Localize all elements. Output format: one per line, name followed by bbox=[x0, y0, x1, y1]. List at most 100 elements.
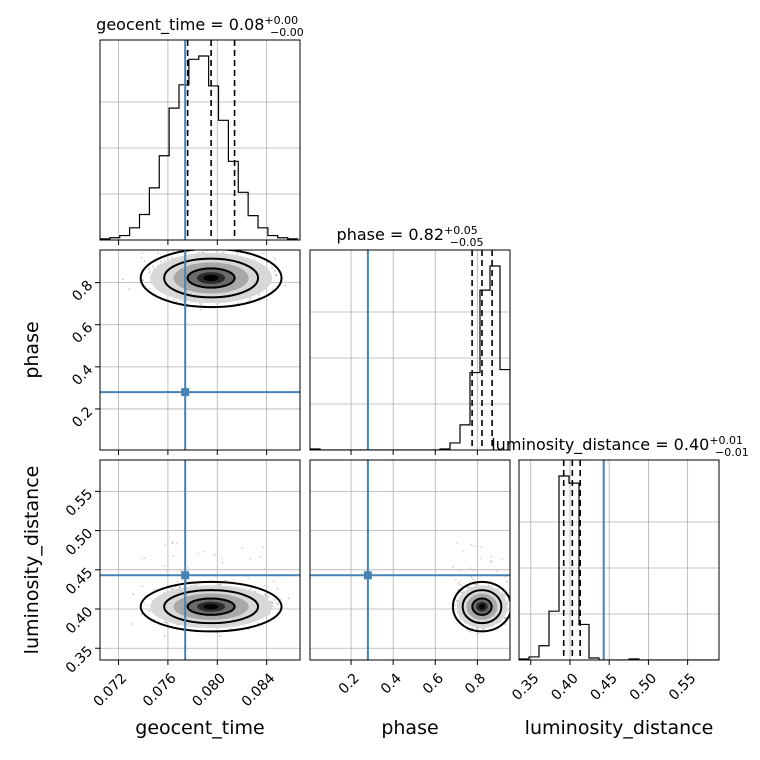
sample-point bbox=[466, 586, 469, 589]
panel-title-luminosity_distance: luminosity_distance = 0.40+0.01 −0.01 bbox=[491, 434, 749, 459]
contour-level-2 bbox=[139, 250, 283, 309]
density-frame-phase-luminosity_distance bbox=[309, 459, 511, 661]
sample-point bbox=[122, 278, 124, 281]
sample-point bbox=[263, 584, 266, 587]
y-tick-label-luminosity_distance-4: 0.55 bbox=[63, 486, 96, 519]
hist-bin-geocent_time-11 bbox=[209, 86, 219, 240]
sample-point-tail bbox=[456, 542, 459, 544]
hist-bin-geocent_time-3 bbox=[130, 228, 140, 240]
sample-point-tail bbox=[280, 598, 282, 601]
sample-point bbox=[500, 621, 502, 624]
sample-point-tail bbox=[501, 557, 504, 560]
sample-point bbox=[200, 308, 202, 311]
density-panel-geocent_time-phase bbox=[100, 241, 300, 450]
sample-point-tail bbox=[495, 570, 498, 573]
hist-frame-luminosity_distance bbox=[518, 459, 720, 661]
panel-title-geocent_time: geocent_time = 0.08+0.00 −0.00 bbox=[96, 14, 304, 39]
sample-point bbox=[276, 602, 278, 605]
sample-point bbox=[276, 588, 279, 590]
sample-point-tail bbox=[469, 567, 471, 570]
sample-point bbox=[172, 298, 175, 301]
hist-bin-geocent_time-13 bbox=[228, 161, 238, 240]
hist-bin-geocent_time-2 bbox=[120, 236, 130, 240]
x-tick-label-phase-2: 0.6 bbox=[420, 670, 447, 697]
sample-point bbox=[171, 257, 174, 259]
sample-point bbox=[496, 588, 499, 590]
sample-point bbox=[277, 603, 279, 606]
hist-panel-phase bbox=[310, 250, 510, 450]
sample-point-tail bbox=[457, 582, 460, 585]
sample-point-tail bbox=[480, 546, 483, 549]
y-axis-label-phase: phase bbox=[21, 321, 43, 378]
sample-point bbox=[257, 622, 259, 625]
contour-level-0 bbox=[471, 597, 493, 616]
panel-title-label: phase = 0.82 bbox=[337, 225, 444, 244]
sample-point bbox=[271, 605, 274, 608]
contour-level-2 bbox=[139, 580, 283, 633]
sample-point bbox=[274, 257, 276, 260]
sample-point bbox=[163, 259, 166, 261]
hist-steps-luminosity_distance bbox=[519, 475, 719, 660]
sample-point bbox=[248, 299, 251, 302]
x-tick-label-luminosity_distance-0: 0.35 bbox=[509, 670, 542, 703]
y-tick-label-phase-1: 0.4 bbox=[69, 362, 96, 389]
sample-point-tail bbox=[141, 557, 144, 560]
hist-bin-geocent_time-9 bbox=[189, 59, 199, 240]
sample-point bbox=[197, 251, 200, 254]
sample-point-tail bbox=[202, 550, 205, 553]
y-tick-label-phase-0: 0.2 bbox=[69, 404, 96, 431]
sample-point-tail bbox=[164, 544, 167, 546]
sample-point bbox=[171, 588, 174, 591]
panel-title-plus: +0.01 bbox=[709, 434, 743, 447]
x-axis-label-phase: phase bbox=[381, 717, 438, 739]
sample-point bbox=[504, 593, 507, 596]
x-tick-label-luminosity_distance-3: 0.50 bbox=[627, 670, 660, 703]
hist-bin-geocent_time-5 bbox=[149, 188, 159, 240]
sample-point bbox=[152, 265, 154, 268]
sample-point bbox=[503, 617, 506, 619]
sample-point bbox=[195, 583, 198, 586]
sample-point bbox=[218, 583, 221, 586]
sample-point bbox=[264, 594, 267, 597]
truth-marker-geocent_time-phase bbox=[181, 388, 190, 397]
sample-point bbox=[287, 597, 290, 600]
panel-title-minus: −0.05 bbox=[450, 236, 484, 249]
panel-title-plus: +0.00 bbox=[264, 14, 298, 27]
panel-title-minus: −0.01 bbox=[715, 446, 749, 459]
sample-point-tail bbox=[473, 545, 475, 547]
sample-point-tail bbox=[176, 580, 179, 583]
sample-point bbox=[218, 635, 221, 638]
hist-bin-luminosity_distance-3 bbox=[549, 611, 559, 660]
sample-point-tail bbox=[208, 241, 210, 243]
sample-point-tail bbox=[461, 550, 464, 552]
sample-point-tail bbox=[146, 604, 148, 607]
sample-point-tail bbox=[197, 552, 200, 555]
contour-level-1 bbox=[461, 589, 503, 625]
x-tick-label-phase-1: 0.4 bbox=[378, 670, 405, 697]
hist-panel-geocent_time bbox=[100, 40, 300, 240]
sample-point bbox=[148, 271, 151, 274]
hist-bin-geocent_time-16 bbox=[258, 228, 268, 240]
hist-bin-geocent_time-12 bbox=[219, 120, 229, 240]
x-tick-label-geocent_time-3: 0.084 bbox=[239, 670, 279, 710]
sample-point-tail bbox=[273, 243, 275, 245]
sample-point-tail bbox=[247, 577, 250, 580]
density-fill-4 bbox=[203, 604, 219, 610]
sample-point bbox=[157, 252, 159, 255]
sample-point bbox=[503, 594, 505, 596]
sample-point-tail bbox=[163, 564, 166, 567]
sample-point-tail bbox=[263, 593, 266, 596]
hist-steps-geocent_time bbox=[100, 55, 299, 240]
density-fill-4 bbox=[203, 274, 219, 282]
hist-frame-phase bbox=[309, 249, 511, 451]
sample-point-tail bbox=[171, 541, 174, 544]
hist-bin-geocent_time-7 bbox=[169, 108, 179, 240]
sample-point bbox=[170, 587, 173, 590]
hist-bin-geocent_time-4 bbox=[140, 215, 150, 240]
sample-point bbox=[179, 586, 181, 589]
sample-point bbox=[222, 251, 224, 254]
sample-point bbox=[160, 260, 162, 263]
y-tick-label-luminosity_distance-0: 0.35 bbox=[63, 643, 96, 676]
sample-point-tail bbox=[456, 599, 459, 602]
